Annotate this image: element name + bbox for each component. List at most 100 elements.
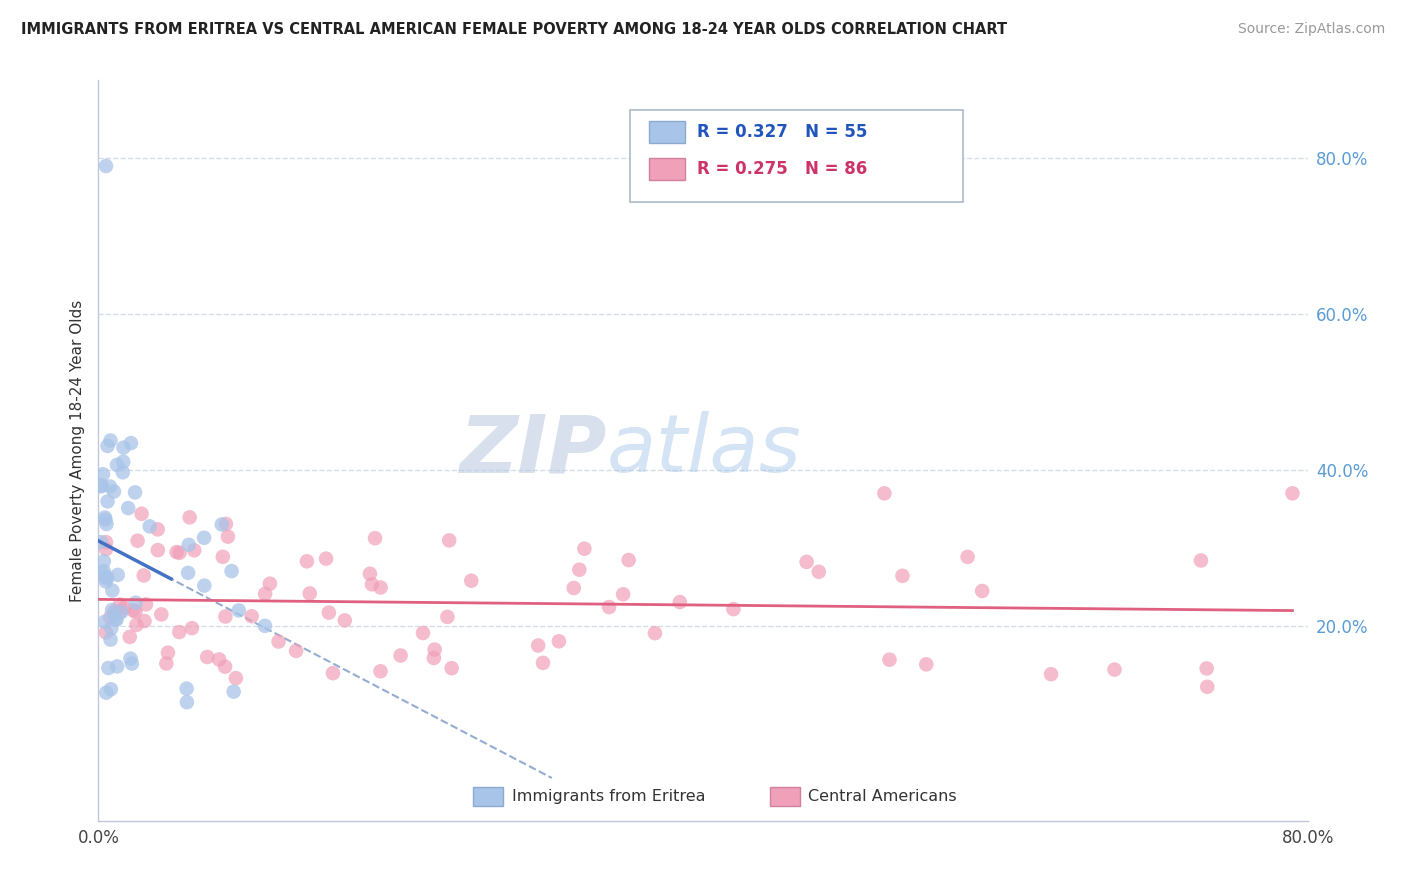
Point xyxy=(217,530,239,544)
Point xyxy=(112,455,135,469)
Point xyxy=(215,516,238,531)
Point xyxy=(100,682,122,697)
Point xyxy=(108,598,131,612)
Point xyxy=(117,501,139,516)
Point xyxy=(1189,553,1212,567)
Point xyxy=(259,576,281,591)
Text: Immigrants from Eritrea: Immigrants from Eritrea xyxy=(512,789,706,805)
Point xyxy=(103,605,125,619)
Point xyxy=(598,600,620,615)
Point xyxy=(93,554,115,568)
Text: IMMIGRANTS FROM ERITREA VS CENTRAL AMERICAN FEMALE POVERTY AMONG 18-24 YEAR OLDS: IMMIGRANTS FROM ERITREA VS CENTRAL AMERI… xyxy=(21,22,1007,37)
Point xyxy=(94,574,117,589)
Point xyxy=(181,621,204,635)
Point xyxy=(1104,663,1126,677)
Point xyxy=(125,618,148,632)
Point xyxy=(193,531,215,545)
Point xyxy=(132,568,155,582)
Point xyxy=(112,441,135,455)
Point xyxy=(100,434,122,448)
Point xyxy=(121,657,143,671)
Point xyxy=(285,644,308,658)
Point xyxy=(98,479,121,493)
Point xyxy=(548,634,571,648)
Point xyxy=(124,605,146,619)
Point xyxy=(240,609,263,624)
Text: Source: ZipAtlas.com: Source: ZipAtlas.com xyxy=(1237,22,1385,37)
FancyBboxPatch shape xyxy=(648,121,685,144)
Point xyxy=(96,570,118,584)
Point xyxy=(644,626,666,640)
Point xyxy=(150,607,173,622)
Point xyxy=(107,568,129,582)
Point xyxy=(222,684,245,698)
Point xyxy=(436,610,458,624)
FancyBboxPatch shape xyxy=(474,788,503,805)
Point xyxy=(94,159,117,173)
Point xyxy=(111,466,134,480)
Point xyxy=(225,671,247,685)
Point xyxy=(807,565,830,579)
Point xyxy=(568,563,591,577)
Point xyxy=(97,494,120,508)
Point xyxy=(562,581,585,595)
Point xyxy=(91,566,114,581)
Point xyxy=(169,625,191,640)
Point xyxy=(179,510,201,524)
Text: R = 0.275   N = 86: R = 0.275 N = 86 xyxy=(697,161,868,178)
Point xyxy=(1281,486,1303,500)
Point xyxy=(437,533,460,548)
Point xyxy=(228,603,250,617)
Point xyxy=(91,467,114,482)
Point xyxy=(101,583,124,598)
Point xyxy=(131,507,153,521)
Point xyxy=(423,651,446,665)
Point xyxy=(214,659,236,673)
Point xyxy=(359,566,381,581)
Point xyxy=(101,603,124,617)
Point xyxy=(114,600,136,615)
Point xyxy=(723,602,745,616)
Point xyxy=(124,485,146,500)
Point xyxy=(176,695,198,709)
Point xyxy=(796,555,818,569)
Point xyxy=(195,650,218,665)
Point xyxy=(370,581,392,595)
Point xyxy=(211,549,233,564)
Point xyxy=(211,517,233,532)
FancyBboxPatch shape xyxy=(648,158,685,180)
Point xyxy=(177,538,200,552)
Point xyxy=(1040,667,1063,681)
Point xyxy=(105,659,128,673)
Point xyxy=(1195,661,1218,675)
Point xyxy=(254,587,277,601)
Point xyxy=(956,549,979,564)
FancyBboxPatch shape xyxy=(769,788,800,805)
Point xyxy=(879,653,901,667)
Point xyxy=(105,458,128,472)
Point xyxy=(891,568,914,582)
Point xyxy=(103,608,125,623)
Point xyxy=(423,642,446,657)
Point xyxy=(315,551,337,566)
Point xyxy=(169,546,191,560)
Point xyxy=(267,634,290,648)
Point xyxy=(460,574,482,588)
Point xyxy=(389,648,412,663)
Point xyxy=(120,436,142,450)
Point xyxy=(298,586,321,600)
Point xyxy=(98,610,121,624)
Point xyxy=(1197,680,1219,694)
Text: atlas: atlas xyxy=(606,411,801,490)
Point xyxy=(110,604,132,618)
Point xyxy=(221,564,243,578)
Point xyxy=(176,681,198,696)
Point xyxy=(94,535,117,549)
Point xyxy=(100,632,122,647)
FancyBboxPatch shape xyxy=(630,110,963,202)
Point xyxy=(214,609,236,624)
Point xyxy=(122,603,145,617)
Point xyxy=(93,564,115,578)
Point xyxy=(127,533,149,548)
Text: Central Americans: Central Americans xyxy=(808,789,957,805)
